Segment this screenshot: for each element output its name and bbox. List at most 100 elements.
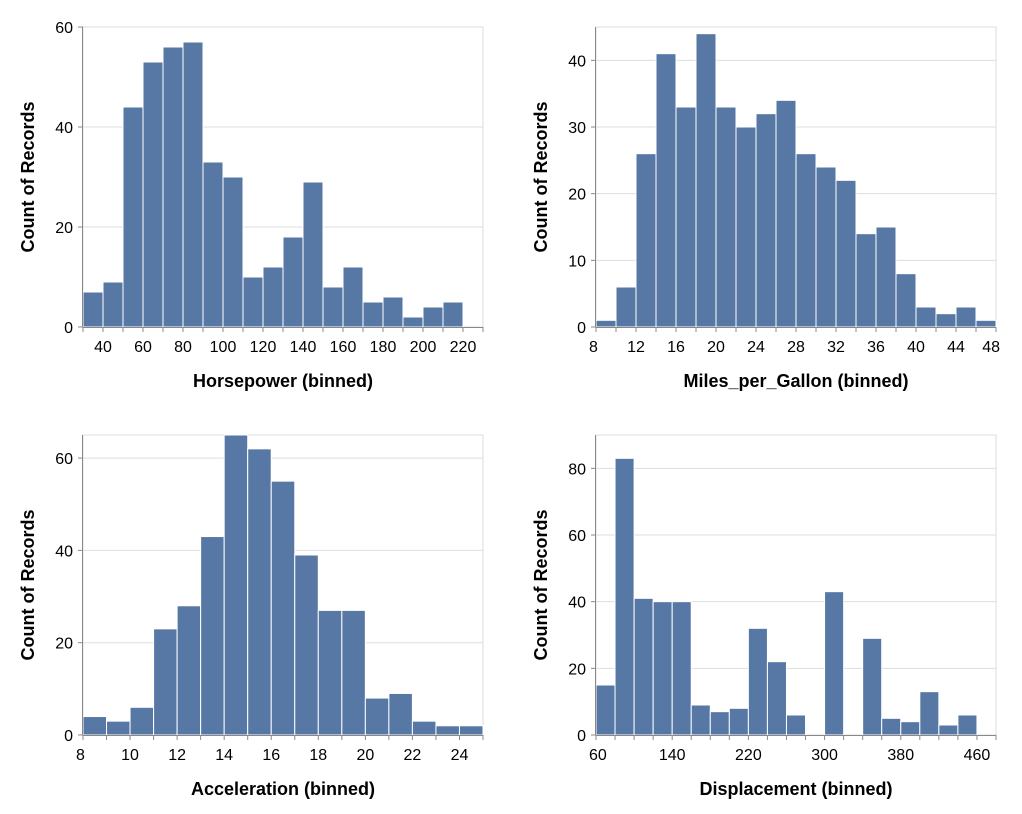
x-tick-label: 40 [907, 339, 925, 356]
x-axis-title: Acceleration (binned) [191, 779, 375, 799]
y-tick-label: 10 [568, 253, 586, 270]
histogram-bar [294, 554, 319, 736]
histogram-bar [690, 704, 711, 736]
histogram-bar [302, 181, 324, 328]
x-tick-label: 220 [735, 747, 762, 764]
histogram-bar [775, 99, 797, 328]
x-tick-label: 8 [76, 747, 85, 764]
histogram-bar [402, 316, 424, 328]
histogram-bar [322, 286, 344, 328]
x-tick-label: 14 [215, 747, 233, 764]
y-tick-label: 30 [568, 120, 586, 137]
histogram-bar [411, 720, 437, 736]
histogram-bar [382, 296, 404, 328]
histogram-bar [341, 609, 366, 736]
histogram-bar [900, 721, 921, 736]
x-tick-label: 140 [290, 339, 317, 356]
histogram-bar [747, 627, 768, 736]
histogram-bar [388, 692, 413, 736]
y-tick-label: 20 [568, 661, 586, 678]
y-tick-label: 40 [568, 595, 586, 612]
histogram-bar [862, 637, 883, 736]
x-tick-label: 18 [309, 747, 327, 764]
histogram-bar [895, 273, 917, 328]
histogram-bar [919, 691, 940, 736]
x-tick-label: 180 [370, 339, 397, 356]
histogram-bar [957, 714, 978, 736]
histogram-bar [129, 706, 155, 736]
y-tick-label: 40 [568, 53, 586, 70]
x-tick-label: 300 [811, 747, 838, 764]
histogram-bar [785, 714, 807, 736]
y-tick-label: 40 [55, 543, 73, 560]
histogram-bar [242, 276, 264, 328]
histogram-bar [815, 166, 837, 328]
y-tick-label: 0 [577, 320, 586, 337]
x-tick-label: 12 [168, 747, 186, 764]
displacement-histogram: 60 140 220 300 380 460 0 20 40 60 80 Displacement (… [531, 434, 997, 799]
histogram-bar [458, 725, 484, 736]
x-tick-label: 200 [410, 339, 437, 356]
histogram-bar [270, 480, 296, 736]
histogram-bar [824, 591, 845, 736]
x-axis-title: Miles_per_Gallon (binned) [683, 371, 908, 391]
y-axis-title: Count of Records [18, 510, 38, 661]
histogram-bar [142, 61, 164, 328]
histogram-bar [153, 628, 178, 736]
x-tick-label: 380 [887, 747, 914, 764]
x-tick-label: 40 [94, 339, 112, 356]
x-tick-label: 32 [827, 339, 845, 356]
x-axis-title: Horsepower (binned) [193, 371, 373, 391]
histogram-bar [735, 126, 757, 328]
x-tick-label: 28 [787, 339, 805, 356]
histogram-bar [614, 457, 635, 736]
histogram-bar [635, 153, 657, 328]
x-tick-label: 16 [667, 339, 685, 356]
histogram-bar [855, 233, 877, 328]
histogram-bar [955, 306, 977, 328]
histogram-bar [317, 609, 343, 736]
histogram-bar [282, 236, 304, 328]
histogram-bar [652, 601, 673, 736]
y-axis-title: Count of Records [531, 102, 551, 253]
x-tick-label: 80 [174, 339, 192, 356]
histogram-bar [633, 597, 654, 736]
x-tick-label: 36 [867, 339, 885, 356]
y-tick-label: 60 [55, 451, 73, 468]
histogram-bar [709, 711, 730, 736]
histogram-bar [82, 291, 104, 328]
histogram-bar [766, 661, 787, 736]
histogram-bar [202, 161, 224, 328]
y-tick-label: 0 [577, 728, 586, 745]
histogram-bar [935, 313, 957, 328]
histogram-bar [182, 41, 204, 328]
y-tick-label: 0 [64, 320, 73, 337]
x-tick-label: 48 [982, 339, 1000, 356]
x-tick-label: 60 [134, 339, 152, 356]
histogram-bar [342, 266, 364, 328]
histogram-bar [82, 716, 108, 736]
histogram-bar [728, 707, 749, 736]
x-tick-label: 140 [659, 747, 686, 764]
histogram-bar [200, 536, 225, 736]
histogram-bar [364, 697, 390, 736]
histogram-bar [435, 725, 460, 736]
x-tick-label: 100 [210, 339, 237, 356]
x-tick-label: 24 [451, 747, 469, 764]
x-tick-label: 160 [330, 339, 357, 356]
histogram-bar [362, 301, 384, 328]
y-axis-title: Count of Records [18, 102, 38, 253]
y-tick-label: 20 [55, 636, 73, 653]
histogram-bar [881, 717, 902, 736]
x-tick-label: 460 [964, 747, 991, 764]
histogram-bar [176, 605, 202, 736]
x-tick-label: 8 [589, 339, 598, 356]
x-axis-title: Displacement (binned) [699, 779, 892, 799]
x-tick-label: 24 [747, 339, 765, 356]
y-tick-label: 20 [568, 187, 586, 204]
acceleration-histogram: 8 10 12 14 16 18 20 22 24 0 20 40 60 Acceleration (bi… [18, 434, 484, 799]
histogram-bar [222, 176, 244, 328]
histogram-bar [755, 113, 777, 328]
histogram-bar [595, 319, 617, 328]
